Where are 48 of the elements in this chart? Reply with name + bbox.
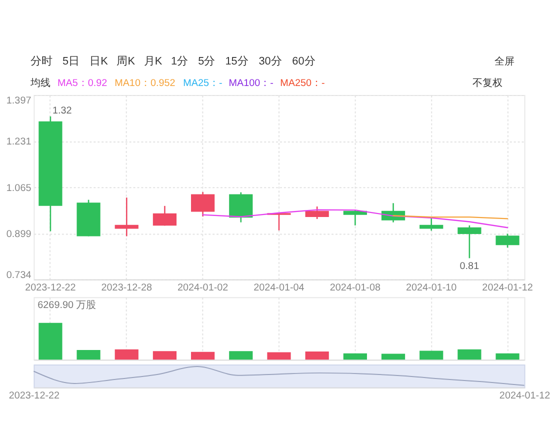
x-tick-label: 2024-01-04 xyxy=(254,282,305,294)
text: 1分 xyxy=(170,55,188,68)
text: 分时 xyxy=(30,54,53,68)
bar xyxy=(420,350,444,360)
legend-label: MA25：- xyxy=(183,78,222,90)
annotation: 0.81 xyxy=(460,261,480,272)
y-tick-label: 0.899 xyxy=(6,228,32,240)
x-tick-label: 2023-12-22 xyxy=(8,390,60,402)
x-tick-label: 2024-01-02 xyxy=(177,282,229,294)
bar xyxy=(381,354,406,360)
y-tick-label: 0.734 xyxy=(6,270,32,281)
bar xyxy=(496,353,520,360)
x-tick-label: 2024-01-08 xyxy=(330,282,381,294)
bar xyxy=(343,353,367,360)
bar xyxy=(76,350,100,360)
bar xyxy=(191,352,215,360)
y-tick-label: 1.231 xyxy=(6,136,32,148)
text: 6269.90 万股 xyxy=(38,300,96,312)
legend-label: MA250：- xyxy=(280,78,325,90)
text: 日K xyxy=(90,55,109,68)
annotation: 1.32 xyxy=(52,105,72,116)
bar xyxy=(38,322,62,360)
legend-title: 均线 xyxy=(30,77,51,90)
text: 月K xyxy=(144,55,163,68)
x-tick-label: 2023-12-22 xyxy=(25,282,76,294)
text: 5日 xyxy=(62,55,80,68)
x-tick-label: 2023-12-28 xyxy=(101,282,152,294)
bar xyxy=(229,351,253,360)
bar xyxy=(152,351,177,360)
bar xyxy=(267,352,291,360)
x-tick-label: 2024-01-10 xyxy=(406,282,458,294)
text: 不复权 xyxy=(472,77,502,90)
text: MA10：0.952 xyxy=(114,78,176,90)
text: 全屏 xyxy=(494,55,514,68)
text: 60分 xyxy=(292,55,316,68)
y-tick-label: 1.065 xyxy=(6,182,32,194)
text: MA5：0.92 xyxy=(57,78,108,90)
y-tick-label: 1.397 xyxy=(6,95,32,106)
bar xyxy=(114,349,138,360)
legend-label: MA100：- xyxy=(228,78,274,90)
text: 15分 xyxy=(225,55,248,68)
x-tick-label: 2024-01-12 xyxy=(499,390,551,402)
bar xyxy=(458,349,482,360)
text: 5分 xyxy=(198,55,216,68)
x-tick-label: 2024-01-12 xyxy=(482,282,534,294)
text: 30分 xyxy=(258,55,282,68)
text: 周K xyxy=(116,55,136,68)
bar xyxy=(305,352,329,360)
